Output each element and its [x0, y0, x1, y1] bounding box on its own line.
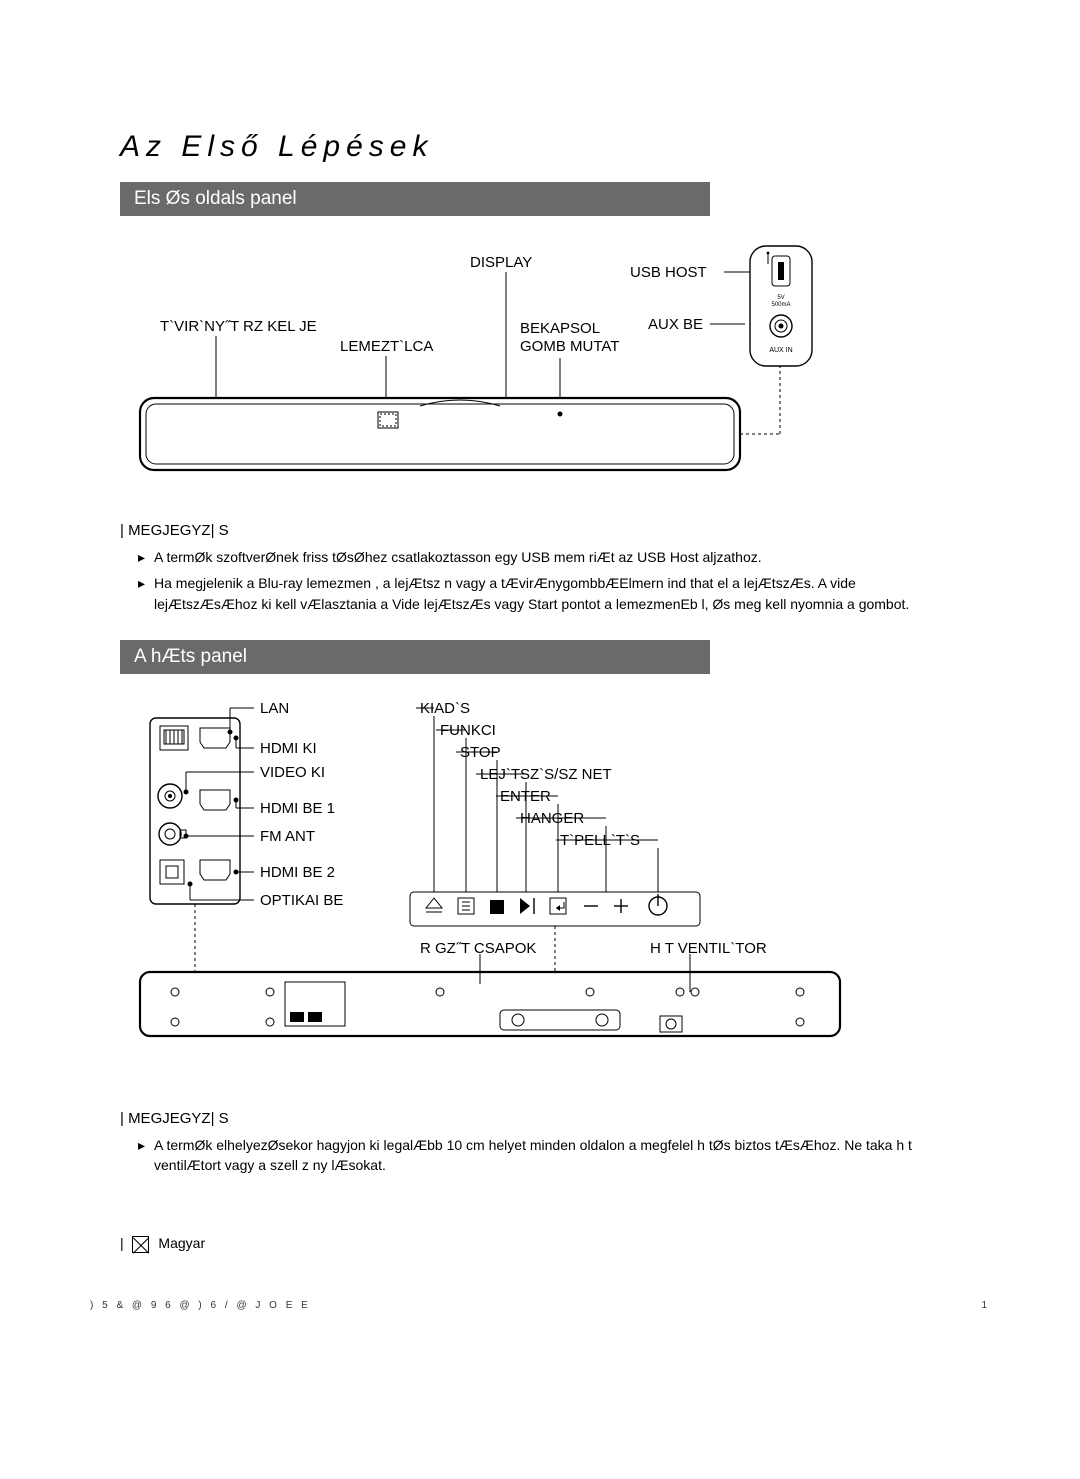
footer-pipe: | — [120, 1235, 124, 1251]
section1-heading: Els Øs oldals panel — [120, 182, 710, 216]
label-disc-tray: LEMEZT`LCA — [340, 338, 433, 355]
note-item: A termØk elhelyezØsekor hagyjon ki legal… — [138, 1135, 960, 1176]
note-item: A termØk szoftverØnek friss tØsØhez csat… — [138, 547, 960, 567]
rear-panel-svg — [120, 692, 940, 1092]
section2-note-header: | MEGJEGYZ| S — [120, 1110, 960, 1127]
label-video-out: VIDEO KI — [260, 764, 325, 781]
label-hdmi-in2: HDMI BE 2 — [260, 864, 335, 881]
footer-lang: Magyar — [158, 1235, 205, 1251]
page-title: Az Első Lépések — [120, 130, 960, 164]
label-hdmi-in1: HDMI BE 1 — [260, 800, 335, 817]
front-panel-svg: 5V 500mA AUX IN — [120, 234, 940, 504]
label-fm-ant: FM ANT — [260, 828, 315, 845]
front-panel-diagram: DISPLAY USB HOST T`VIR`NY˝T RZ KEL JE LE… — [120, 234, 940, 504]
section2-notes: A termØk elhelyezØsekor hagyjon ki legal… — [120, 1135, 960, 1176]
note-item: Ha megjelenik a Blu-ray lemezmen , a lej… — [138, 573, 960, 614]
label-play-pause: LEJ`TSZ`S/SZ NET — [480, 766, 612, 783]
label-optical: OPTIKAI BE — [260, 892, 343, 909]
section1-note-header: | MEGJEGYZ| S — [120, 522, 960, 539]
label-cooling-fan: H T VENTIL`TOR — [650, 940, 767, 957]
label-eject: KIAD`S — [420, 700, 470, 717]
rear-panel-diagram: LAN HDMI KI VIDEO KI HDMI BE 1 FM ANT HD… — [120, 692, 940, 1092]
label-power-button: BEKAPSOL GOMB MUTAT — [520, 320, 640, 356]
label-lan: LAN — [260, 700, 289, 717]
svg-text:AUX IN: AUX IN — [769, 347, 792, 354]
footer-code-left: ) 5 & @ 9 6 @ ) 6 / @ J O E E — [90, 1300, 311, 1311]
label-aux-in: AUX BE — [648, 316, 703, 333]
label-function: FUNKCI — [440, 722, 496, 739]
label-remote-sensor: T`VIR`NY˝T RZ KEL JE — [160, 318, 317, 335]
usb-spec-text: 5V — [777, 295, 784, 301]
label-usb-host: USB HOST — [630, 264, 707, 281]
footer-code-right: 1 — [981, 1300, 990, 1311]
label-enter: ENTER — [500, 788, 551, 805]
footer-code: ) 5 & @ 9 6 @ ) 6 / @ J O E E 1 — [90, 1300, 990, 1311]
section2-heading: A hÆts panel — [120, 640, 710, 674]
svg-text:500mA: 500mA — [771, 302, 790, 308]
footer-page: | Magyar — [120, 1235, 205, 1253]
footer-icon — [132, 1236, 149, 1253]
label-display: DISPLAY — [470, 254, 532, 271]
label-hdmi-out: HDMI KI — [260, 740, 317, 757]
section1-notes: A termØk szoftverØnek friss tØsØhez csat… — [120, 547, 960, 614]
label-volume: HANGER — [520, 810, 584, 827]
label-stop: STOP — [460, 744, 501, 761]
label-power: T`PELL`T`S — [560, 832, 640, 849]
label-wall-mount: R GZ˝T CSAPOK — [420, 940, 536, 957]
